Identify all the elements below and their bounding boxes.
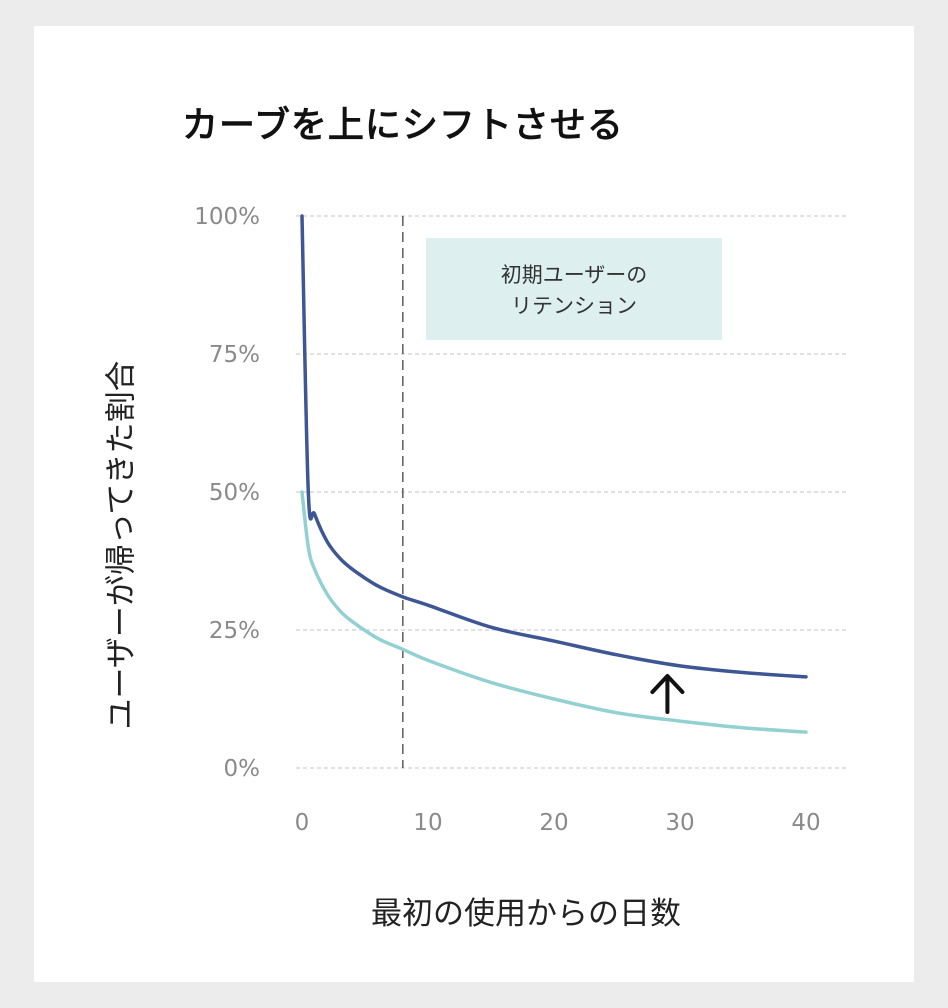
x-tick-label: 10 [413,810,442,836]
annotation-box [426,238,722,340]
x-tick-label: 40 [791,810,820,836]
y-tick-label: 100% [194,204,260,230]
arrow-head-icon [650,674,685,694]
y-tick-label: 50% [209,480,260,506]
annotation-text: リテンション [511,294,637,318]
y-tick-label: 25% [209,618,260,644]
chart-title: カーブを上にシフトさせる [182,105,624,146]
y-tick-label: 75% [209,342,260,368]
annotation-text: 初期ユーザーの [501,263,648,287]
x-tick-label: 20 [539,810,568,836]
series-line-upper [300,214,808,679]
x-axis-label: 最初の使用からの日数 [371,896,681,932]
y-tick-label: 0% [224,756,261,782]
series-line-lower [300,490,808,734]
x-tick-label: 0 [295,810,310,836]
chart-card [34,26,914,982]
x-tick-label: 30 [665,810,694,836]
